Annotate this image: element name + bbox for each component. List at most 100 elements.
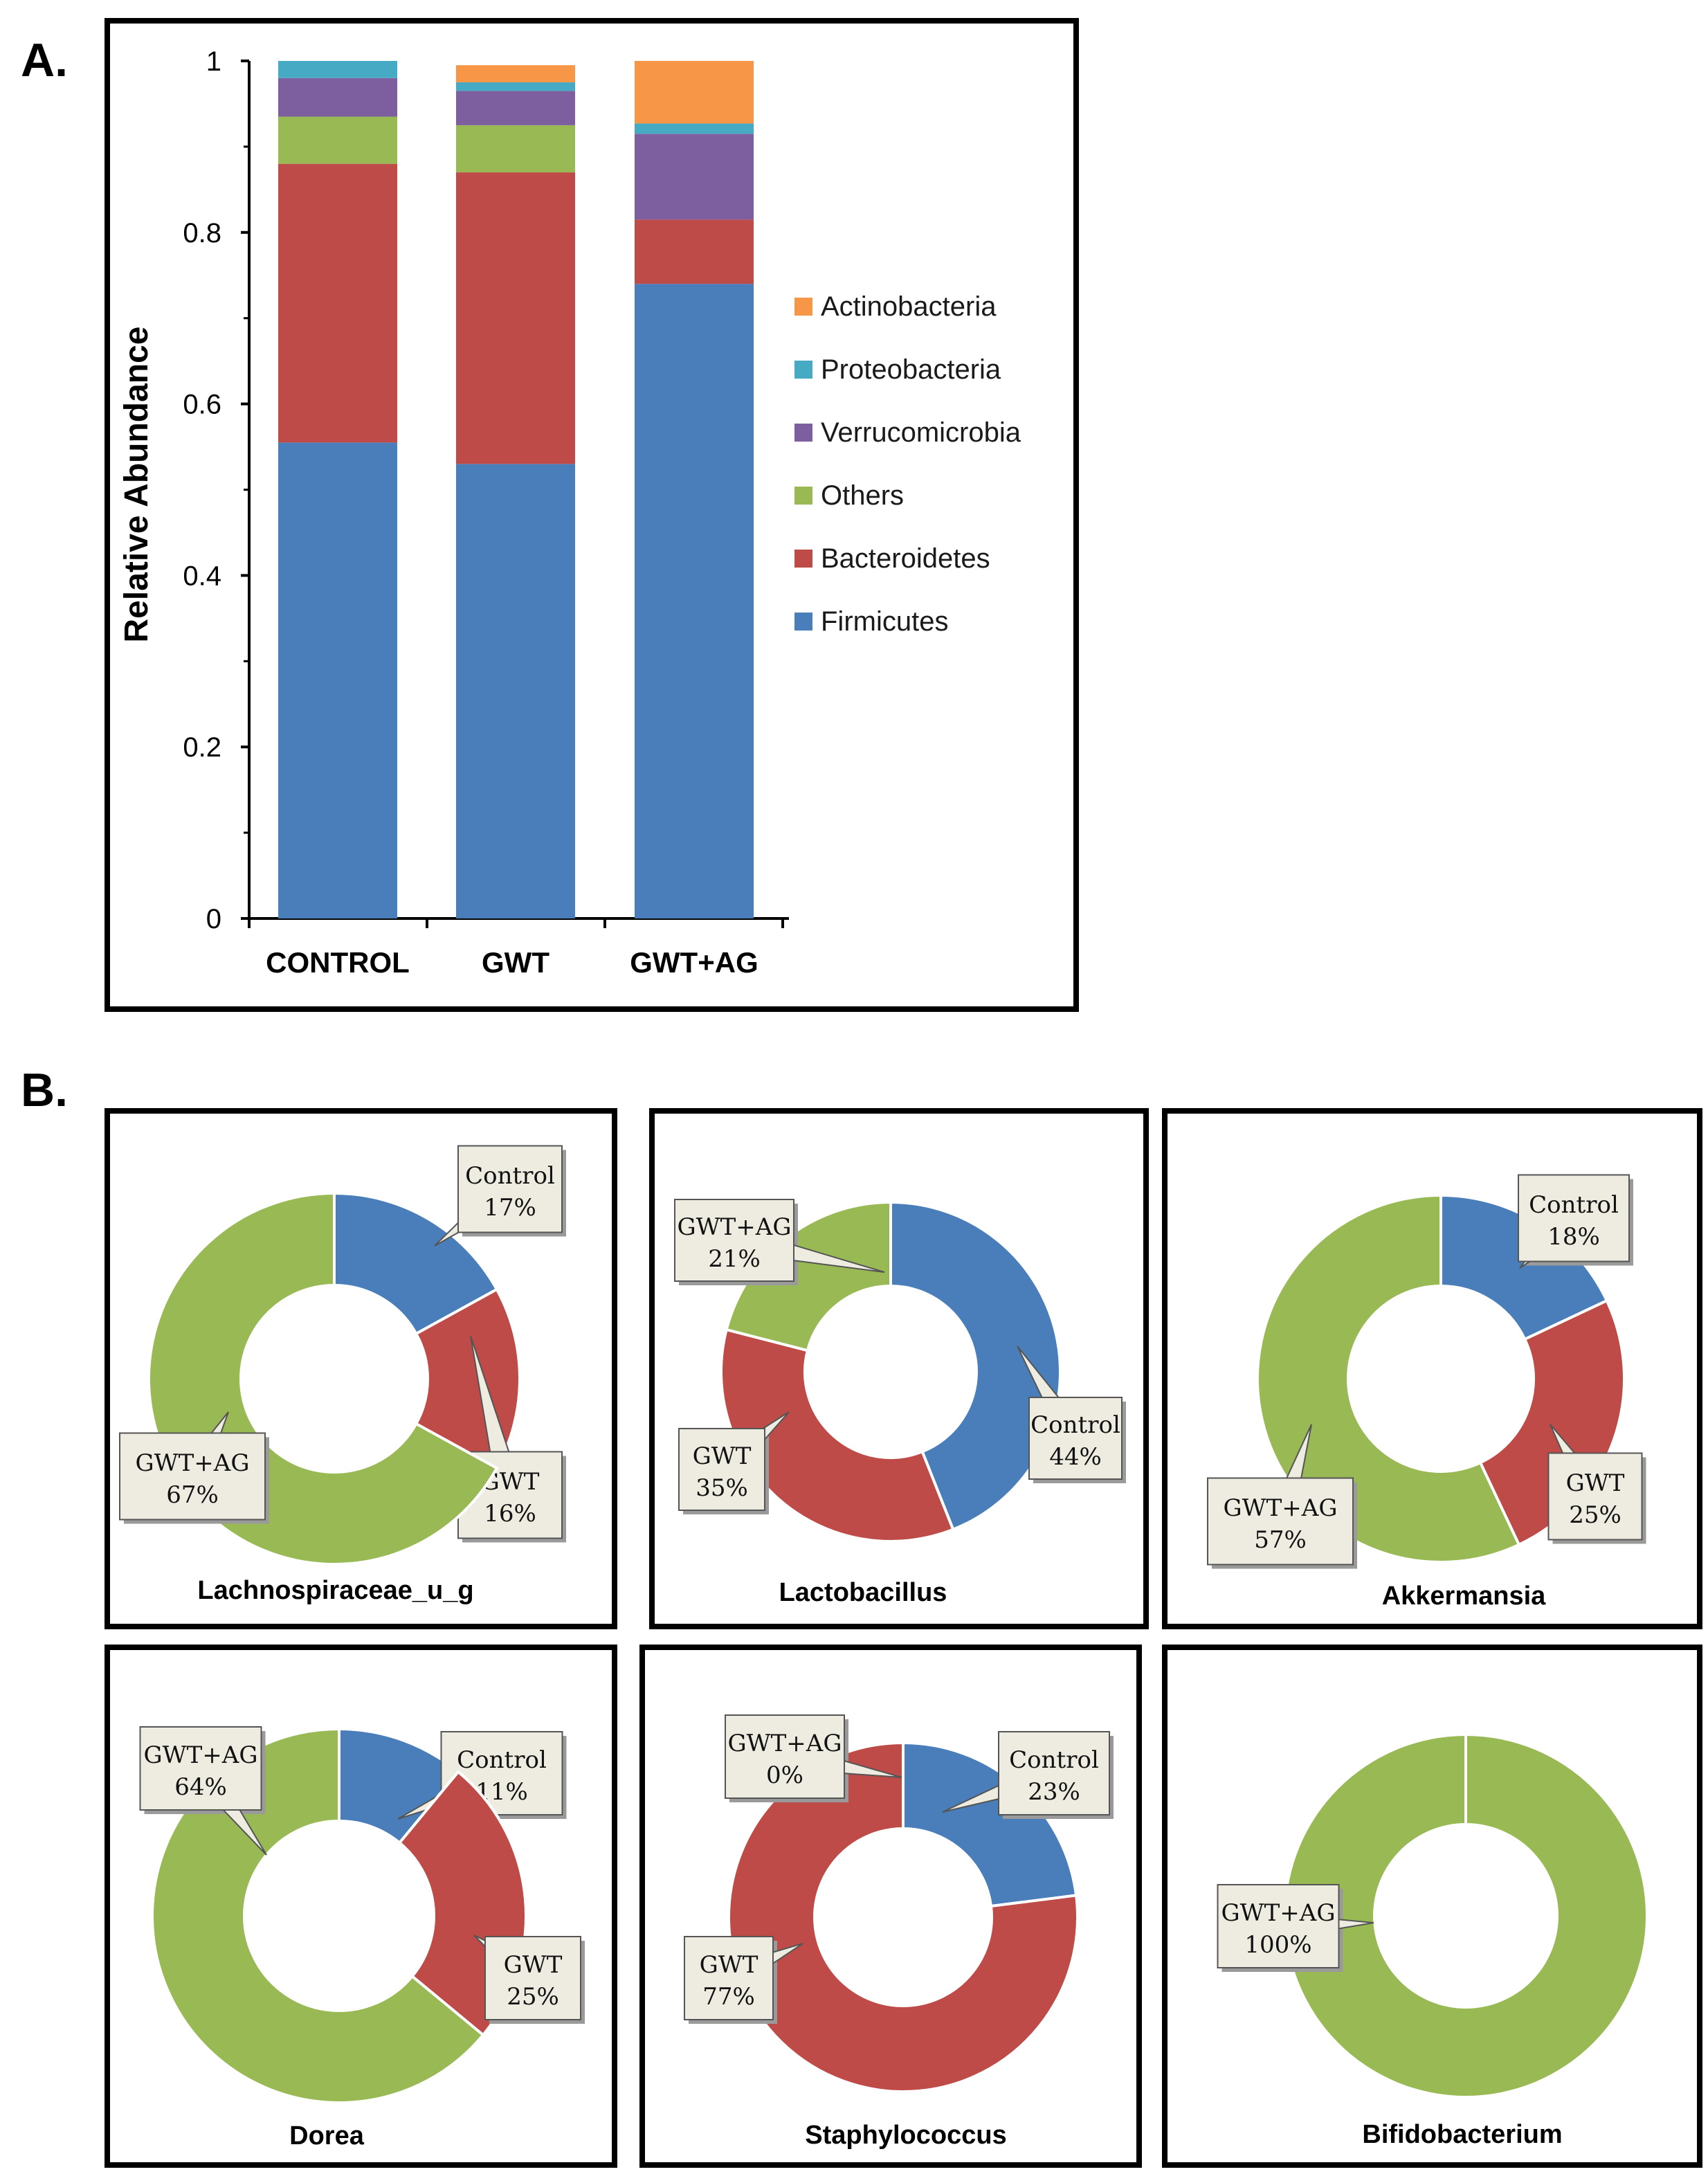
- callout-percent: 21%: [708, 1245, 761, 1273]
- donut-bifidobacterium: GWT+AG 100% Bifidobacterium: [1217, 1736, 1646, 2149]
- slice-gwt-ag: [1466, 1736, 1646, 2096]
- donut-lachnospiraceae-u-g: Control17%GWT16%GWT+AG67%Lachnospiraceae…: [119, 1145, 566, 1605]
- donut-akkermansia: Control 18% GWT 25% GWT+AG 57% Akkermansia: [1207, 1174, 1646, 1611]
- legend-label-others: Others: [821, 480, 904, 511]
- bar-control-verrucomicrobia: [278, 78, 397, 117]
- donut-title: Lactobacillus: [779, 1578, 947, 1607]
- donut-frame-6: [1162, 1645, 1702, 2168]
- donut-frame-2: [649, 1108, 1149, 1629]
- donut-staphylococcus: Control 23% GWT 77% GWT+AG 0% Staphylococcus: [684, 1714, 1114, 2150]
- callout-fill: [141, 1728, 260, 1809]
- callout-fill: [680, 1430, 763, 1509]
- panel-a-frame: [105, 18, 1079, 1012]
- callout-percent: 64%: [174, 1773, 227, 1801]
- callout-percent: 23%: [1028, 1778, 1080, 1806]
- slice-gwt: [720, 1328, 955, 1543]
- bar-control-proteobacteria: [278, 61, 397, 78]
- y-axis-title: Relative Abundance: [118, 326, 155, 642]
- callout-percent: 77%: [702, 1983, 755, 2011]
- x-category-label: CONTROL: [266, 946, 410, 979]
- bar-gwt-bacteroidetes: [456, 172, 575, 464]
- stacked-bar-chart: 0 0.2 0.4 0.6 0.8 1 Relative Abundance CONTROL G…: [118, 46, 1021, 979]
- x-category-label: GWT: [482, 946, 549, 979]
- slice-control: [902, 1741, 1078, 1908]
- donut-title: Dorea: [289, 2121, 365, 2150]
- callout-name: GWT+AG: [728, 1730, 842, 1757]
- callout-fill: [1000, 1733, 1108, 1813]
- callout-fill: [676, 1201, 792, 1280]
- panel-label-a: A.: [21, 34, 68, 87]
- donut-frame-4: [105, 1645, 617, 2168]
- donut-title: Lachnospiraceae_u_g: [197, 1576, 473, 1605]
- callout-percent: 17%: [484, 1194, 536, 1222]
- legend-label-verrucomicrobia: Verrucomicrobia: [821, 417, 1021, 448]
- donut-title: Staphylococcus: [805, 2121, 1006, 2150]
- bar-gwt-verrucomicrobia: [456, 91, 575, 125]
- bar-control-firmicutes: [278, 442, 397, 918]
- y-tick-label: 0: [206, 904, 221, 934]
- callout-fill: [1209, 1479, 1352, 1564]
- bar-control-others: [278, 116, 397, 164]
- callout-percent: 57%: [1254, 1526, 1307, 1554]
- bar-gwt-ag-proteobacteria: [635, 123, 754, 134]
- y-tick-label: 0.6: [183, 390, 221, 420]
- legend-label-firmicutes: Firmicutes: [821, 606, 948, 637]
- callout-percent: 18%: [1547, 1223, 1600, 1251]
- legend-swatch-others: [794, 487, 812, 505]
- legend-swatch-bacteroidetes: [794, 550, 812, 568]
- bar-gwt-ag-firmicutes: [635, 284, 754, 918]
- callout-percent: 44%: [1049, 1443, 1102, 1471]
- legend-label-proteobacteria: Proteobacteria: [821, 354, 1001, 385]
- callout-fill: [1520, 1176, 1628, 1260]
- callout-name: GWT+AG: [136, 1449, 250, 1477]
- legend-label-bacteroidetes: Bacteroidetes: [821, 543, 990, 574]
- y-tick-label: 0.4: [183, 561, 221, 591]
- callout-fill: [1219, 1886, 1338, 1966]
- panel-label-b: B.: [21, 1064, 68, 1116]
- callout-percent: 25%: [507, 1983, 559, 2011]
- legend-swatch-verrucomicrobia: [794, 424, 812, 442]
- donut-frame-1: [105, 1108, 617, 1629]
- legend-swatch-actinobacteria: [794, 298, 812, 316]
- bar-gwt-firmicutes: [456, 464, 575, 918]
- slice-control: [889, 1200, 1062, 1532]
- donut-charts: Control 17% GWT 16% GWT+AG 67% Lachnospiraceae…: [119, 1145, 1646, 2150]
- donut-frame-3: [1162, 1108, 1702, 1629]
- callout-name: GWT: [504, 1951, 563, 1979]
- donut-title: Akkermansia: [1382, 1582, 1546, 1611]
- donut-frames: [105, 1108, 1702, 2168]
- callout-percent: 100%: [1244, 1931, 1311, 1959]
- callout-name: GWT: [700, 1951, 758, 1979]
- bar-gwt-proteobacteria: [456, 82, 575, 91]
- bar-gwt-others: [456, 125, 575, 173]
- callout-name: GWT+AG: [144, 1741, 258, 1769]
- callout-fill: [686, 1938, 772, 2018]
- bar-gwt-actinobacteria: [456, 65, 575, 82]
- legend-label-actinobacteria: Actinobacteria: [821, 291, 997, 322]
- callout-name: GWT+AG: [1224, 1494, 1338, 1522]
- y-tick-label: 0.2: [183, 732, 221, 763]
- donut-frame-5: [639, 1645, 1142, 2168]
- legend-swatch-proteobacteria: [794, 361, 812, 379]
- callout-fill: [727, 1716, 843, 1797]
- x-category-label: GWT+AG: [630, 946, 758, 979]
- callout-percent: 25%: [1569, 1501, 1621, 1529]
- bar-gwt-ag-verrucomicrobia: [635, 134, 754, 220]
- donut-lactobacillus: Control 44% GWT 35% GWT+AG 21% Lactobacillus: [674, 1199, 1126, 1607]
- callout-fill: [487, 1938, 579, 2018]
- bar-control-bacteroidetes: [278, 163, 397, 443]
- callout-percent: 16%: [484, 1500, 536, 1528]
- bar-gwt-ag-actinobacteria: [635, 61, 754, 124]
- callout-fill: [1030, 1399, 1120, 1478]
- legend-swatch-firmicutes: [794, 613, 812, 631]
- callout-name: GWT: [693, 1442, 752, 1470]
- callout-fill: [121, 1434, 264, 1519]
- slice-control: [333, 1191, 499, 1336]
- donut-title: Bifidobacterium: [1362, 2120, 1562, 2149]
- callout-name: Control: [1030, 1411, 1120, 1439]
- callout-fill: [460, 1147, 561, 1231]
- callout-percent: 67%: [166, 1481, 219, 1509]
- y-tick-label: 0.8: [183, 218, 221, 248]
